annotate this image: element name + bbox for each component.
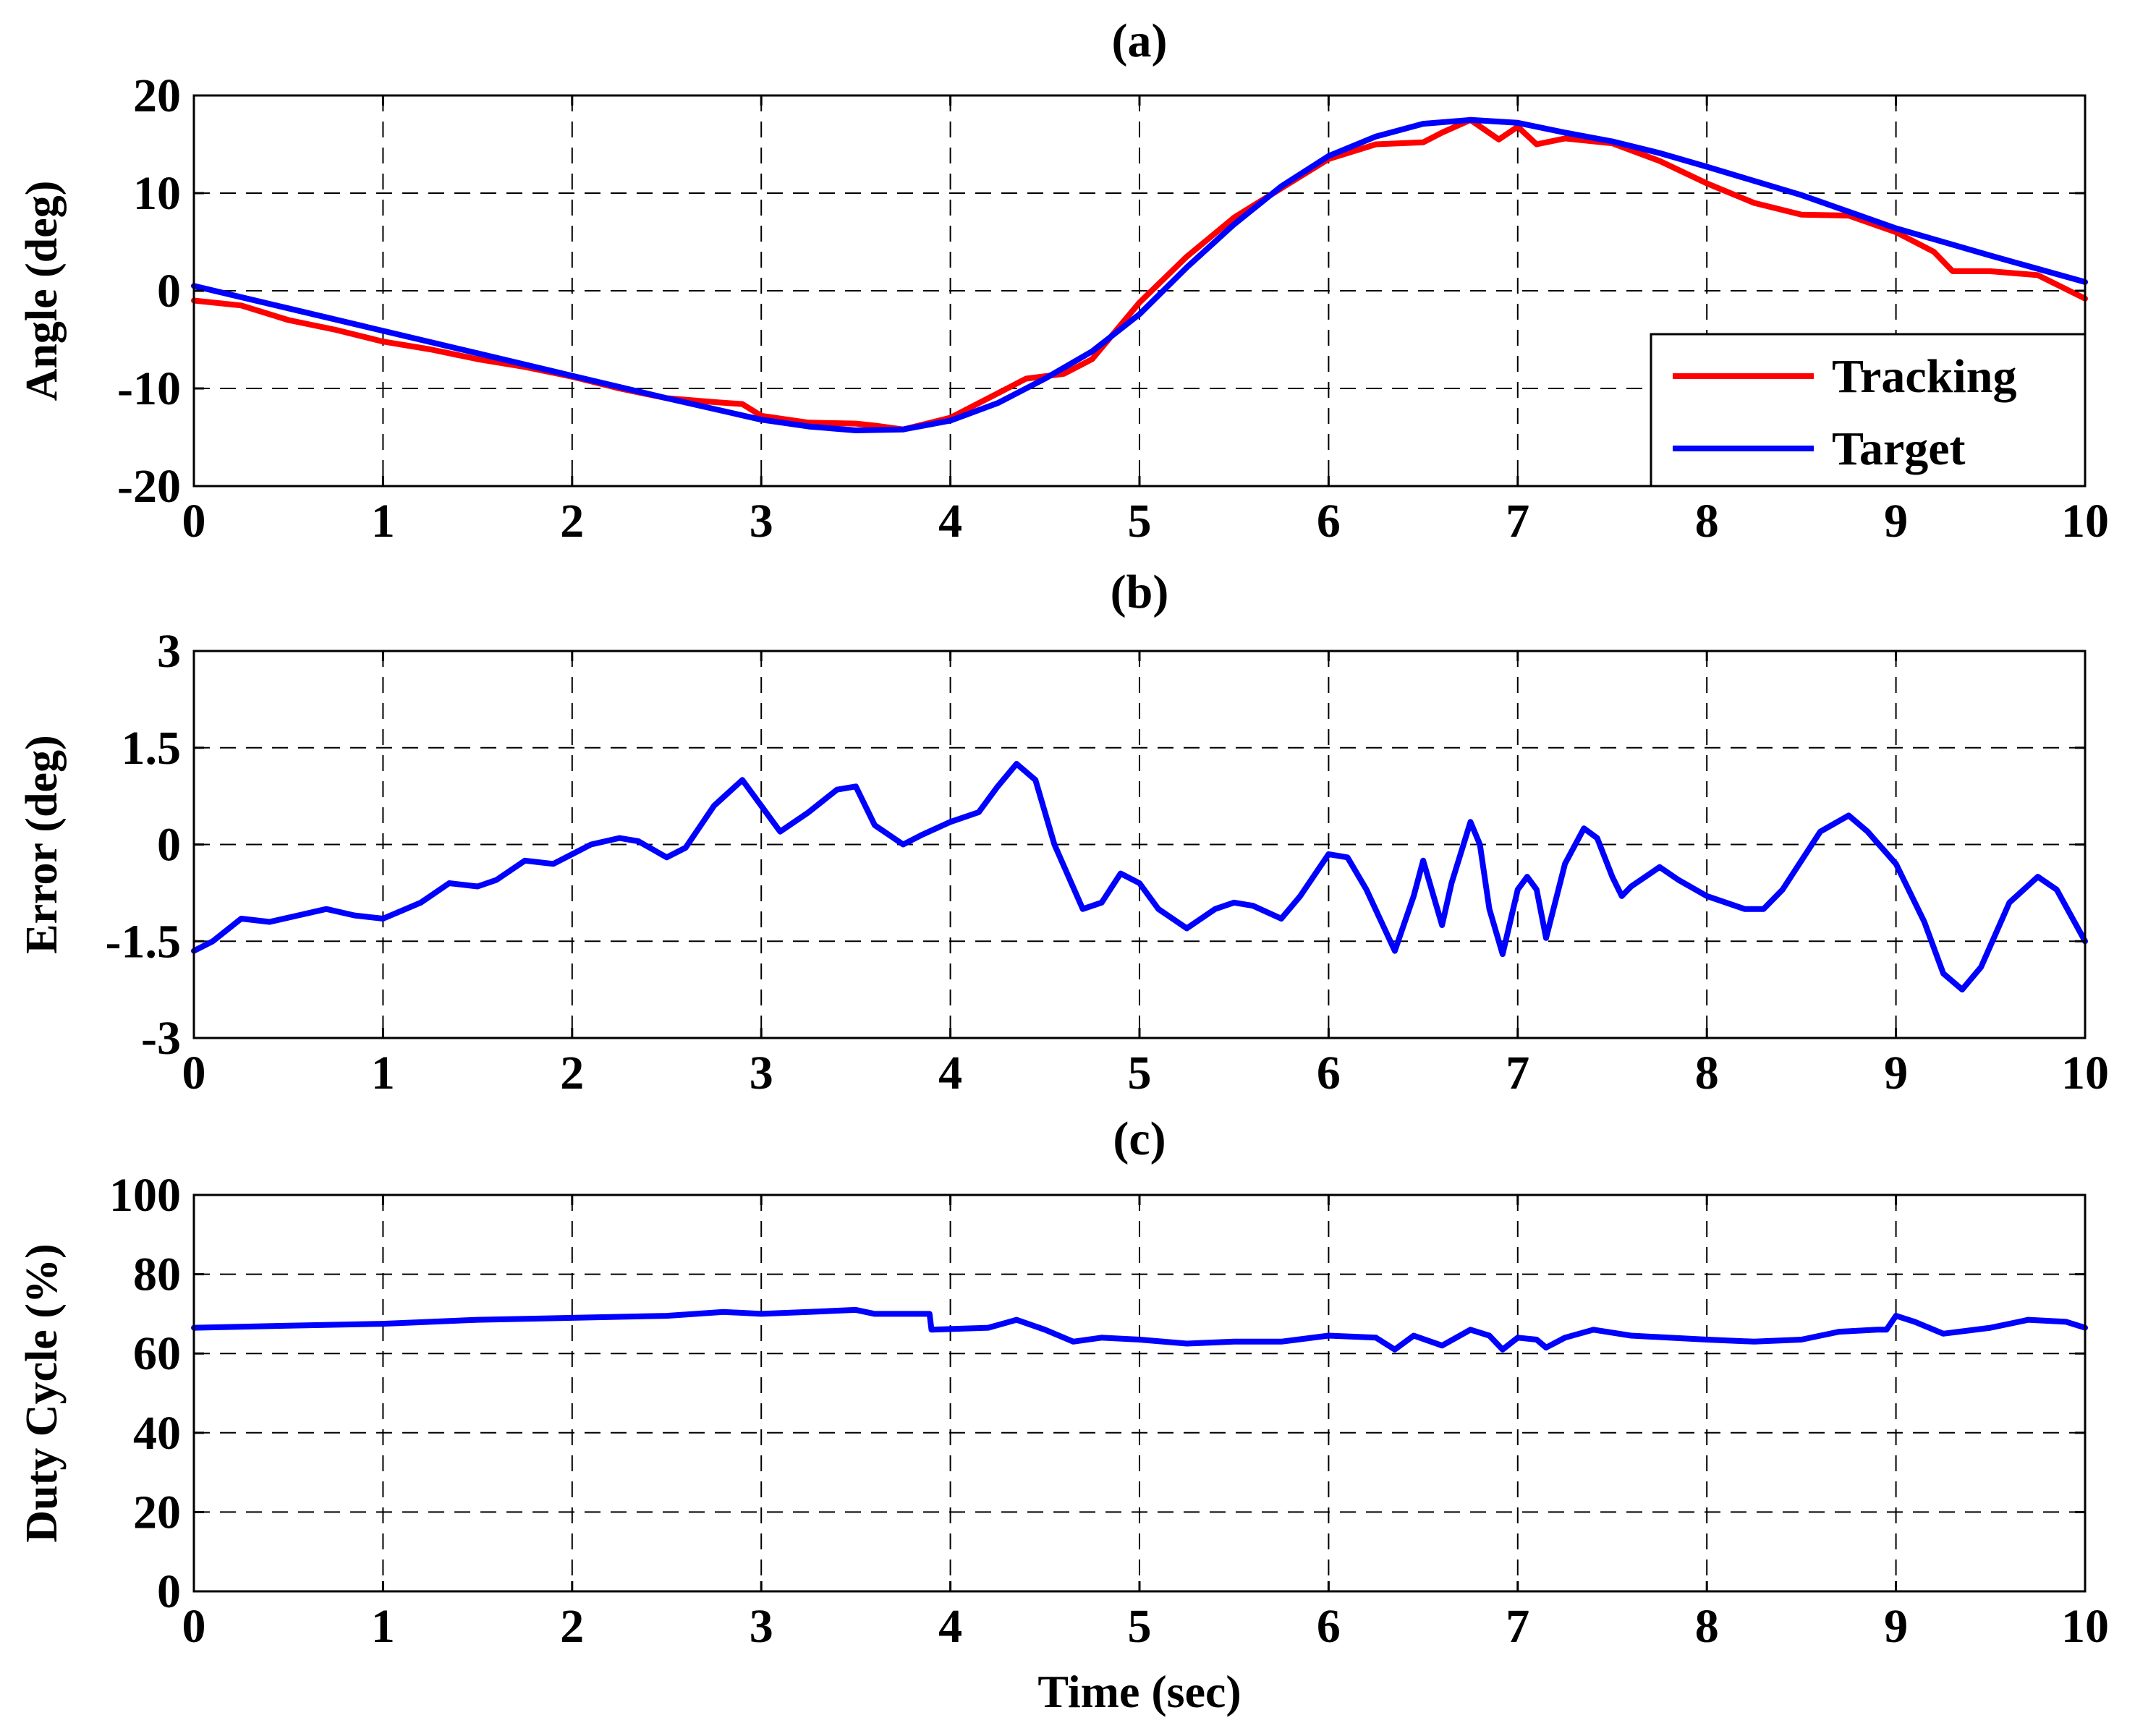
x-tick-label: 8	[1695, 495, 1719, 548]
y-tick-label: 10	[133, 167, 181, 220]
y-tick-label: 3	[157, 625, 181, 678]
x-tick-label: 8	[1695, 1047, 1719, 1099]
x-tick-label: 5	[1128, 1600, 1152, 1653]
series-line-error	[191, 761, 2088, 993]
panel-c-y-axis-label: Duty Cycle (%)	[17, 1243, 67, 1542]
x-tick-label: 7	[1506, 1600, 1529, 1653]
y-tick-label: 60	[133, 1327, 181, 1380]
y-tick-label: 100	[109, 1169, 181, 1222]
y-tick-label: 0	[157, 819, 181, 872]
x-tick-label: 7	[1506, 495, 1529, 548]
x-tick-label: 2	[560, 1047, 584, 1099]
y-tick-label: 1.5	[122, 722, 182, 775]
legend-label-tracking: Tracking	[1832, 350, 2016, 403]
x-tick-label: 4	[938, 495, 962, 548]
panel-a-title: (a)	[1112, 14, 1168, 67]
panel-b-y-axis-label: Error (deg)	[17, 735, 67, 953]
y-tick-label: -10	[117, 362, 181, 415]
y-tick-label: -20	[117, 460, 181, 513]
x-tick-label: 1	[371, 1047, 395, 1099]
x-tick-label: 6	[1317, 1047, 1341, 1099]
panel-b-title: (b)	[1111, 566, 1169, 618]
y-tick-label: 0	[157, 265, 181, 318]
x-tick-label: 6	[1317, 495, 1341, 548]
legend: Tracking Target	[1650, 333, 2087, 488]
x-tick-label: 10	[2061, 1600, 2109, 1653]
panel-a-y-axis-label: Angle (deg)	[17, 181, 67, 401]
x-tick-label: 0	[182, 495, 206, 548]
x-tick-label: 3	[750, 1600, 773, 1653]
y-tick-label: 80	[133, 1248, 181, 1301]
x-tick-label: 0	[182, 1600, 206, 1653]
x-tick-label: 1	[371, 1600, 395, 1653]
x-tick-label: 5	[1128, 495, 1152, 548]
x-tick-label: 5	[1128, 1047, 1152, 1099]
x-tick-label: 2	[560, 495, 584, 548]
x-tick-label: 3	[750, 1047, 773, 1099]
x-tick-label: 6	[1317, 1600, 1341, 1653]
y-tick-label: -1.5	[106, 915, 181, 968]
legend-label-target: Target	[1832, 422, 1966, 475]
panel-c-x-axis-label: Time (sec)	[1037, 1666, 1241, 1717]
x-tick-label: 9	[1884, 1047, 1908, 1099]
x-tick-label: 9	[1884, 495, 1908, 548]
x-tick-label: 4	[938, 1047, 962, 1099]
x-tick-label: 8	[1695, 1600, 1719, 1653]
x-tick-label: 4	[938, 1600, 962, 1653]
x-tick-label: 3	[750, 495, 773, 548]
x-tick-label: 10	[2061, 1047, 2109, 1099]
panel-c-title: (c)	[1113, 1112, 1166, 1165]
series-line-target	[191, 116, 2088, 433]
y-tick-label: 40	[133, 1407, 181, 1460]
x-tick-label: 1	[371, 495, 395, 548]
x-tick-label: 9	[1884, 1600, 1908, 1653]
legend-box	[1650, 333, 2087, 488]
panel-b-error: 0 1 2 3 4 5 6 7 8 9 10 -3 -1.5 0 1.5 3 (b) Error (deg)	[17, 566, 2109, 1099]
x-tick-label: 0	[182, 1047, 206, 1099]
y-tick-label: 20	[133, 1486, 181, 1539]
x-tick-label: 7	[1506, 1047, 1529, 1099]
y-tick-label: -3	[141, 1012, 181, 1065]
y-tick-label: 0	[157, 1565, 181, 1618]
x-tick-label: 10	[2061, 495, 2109, 548]
y-tick-label: 20	[133, 69, 181, 122]
series-line-duty-cycle	[191, 1306, 2088, 1353]
x-tick-label: 2	[560, 1600, 584, 1653]
